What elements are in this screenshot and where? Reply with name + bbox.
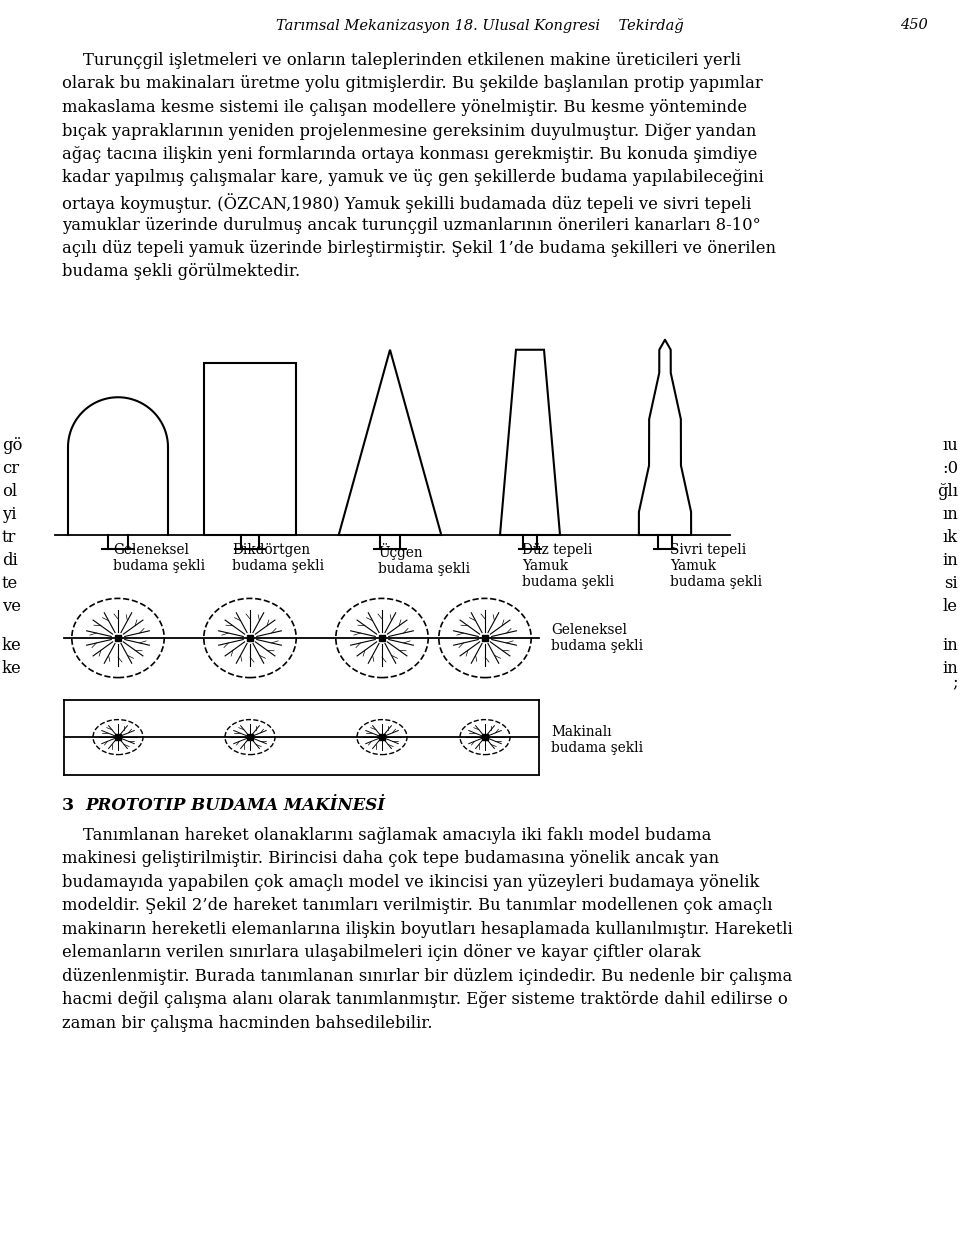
Text: düzenlenmiştir. Burada tanımlanan sınırlar bir düzlem içindedir. Bu nedenle bir : düzenlenmiştir. Burada tanımlanan sınırl… <box>62 968 792 984</box>
Text: ın: ın <box>943 506 958 522</box>
Text: elemanların verilen sınırlara ulaşabilmeleri için döner ve kayar çiftler olarak: elemanların verilen sınırlara ulaşabilme… <box>62 944 701 962</box>
Text: budama şekli görülmektedir.: budama şekli görülmektedir. <box>62 264 300 280</box>
Text: in: in <box>943 637 958 654</box>
Text: ıu: ıu <box>943 437 958 454</box>
Text: Geleneksel
budama şekli: Geleneksel budama şekli <box>113 542 205 573</box>
Text: açılı düz tepeli yamuk üzerinde birleştirmiştir. Şekil 1’de budama şekilleri ve : açılı düz tepeli yamuk üzerinde birleşti… <box>62 240 776 258</box>
Text: cr: cr <box>2 460 19 476</box>
Text: Tarımsal Mekanizasyon 18. Ulusal Kongresi    Tekirdağ: Tarımsal Mekanizasyon 18. Ulusal Kongres… <box>276 17 684 34</box>
Text: Geleneksel
budama şekli: Geleneksel budama şekli <box>551 623 643 653</box>
Text: Dikdörtgen
budama şekli: Dikdörtgen budama şekli <box>232 542 324 573</box>
Text: Tanımlanan hareket olanaklarını sağlamak amacıyla iki faklı model budama: Tanımlanan hareket olanaklarını sağlamak… <box>62 826 711 843</box>
Text: kadar yapılmış çalışmalar kare, yamuk ve üç gen şekillerde budama yapılabileceği: kadar yapılmış çalışmalar kare, yamuk ve… <box>62 169 764 187</box>
Text: Makinalı
budama şekli: Makinalı budama şekli <box>551 725 643 755</box>
Text: si: si <box>945 575 958 592</box>
Text: 3: 3 <box>62 796 74 814</box>
Text: Sivri tepeli
Yamuk
budama şekli: Sivri tepeli Yamuk budama şekli <box>670 542 762 590</box>
Text: ve: ve <box>2 598 21 615</box>
Text: ağaç tacına ilişkin yeni formlarında ortaya konması gerekmiştir. Bu konuda şimdi: ağaç tacına ilişkin yeni formlarında ort… <box>62 146 757 163</box>
Text: tr: tr <box>2 529 16 546</box>
Text: yi: yi <box>2 506 16 522</box>
Text: di: di <box>2 552 17 569</box>
Text: le: le <box>943 598 958 615</box>
Text: ık: ık <box>943 529 958 546</box>
Text: olarak bu makinaları üretme yolu gitmişlerdir. Bu şekilde başlanılan protip yapı: olarak bu makinaları üretme yolu gitmişl… <box>62 76 763 92</box>
Text: yamuklar üzerinde durulmuş ancak turunçgil uzmanlarının önerileri kanarları 8-10: yamuklar üzerinde durulmuş ancak turunçg… <box>62 216 760 234</box>
Text: :0: :0 <box>942 460 958 476</box>
Text: ğlı: ğlı <box>937 483 958 500</box>
Text: in: in <box>943 661 958 677</box>
Text: bıçak yapraklarının yeniden projelenmesine gereksinim duyulmuştur. Diğer yandan: bıçak yapraklarının yeniden projelenmesi… <box>62 122 756 139</box>
Text: hacmi değil çalışma alanı olarak tanımlanmıştır. Eğer sisteme traktörde dahil ed: hacmi değil çalışma alanı olarak tanımla… <box>62 991 788 1008</box>
Text: budamayıda yapabilen çok amaçlı model ve ikincisi yan yüzeyleri budamaya yönelik: budamayıda yapabilen çok amaçlı model ve… <box>62 873 759 891</box>
Text: ol: ol <box>2 483 17 500</box>
Text: te: te <box>2 575 18 592</box>
Text: ;: ; <box>952 673 958 690</box>
Text: Üçgen
budama şekli: Üçgen budama şekli <box>378 542 470 576</box>
Text: PROTOTIP BUDAMA MAKİNESİ: PROTOTIP BUDAMA MAKİNESİ <box>85 796 385 814</box>
Text: ke: ke <box>2 637 22 654</box>
Text: ortaya koymuştur. (ÖZCAN,1980) Yamuk şekilli budamada düz tepeli ve sivri tepeli: ortaya koymuştur. (ÖZCAN,1980) Yamuk şek… <box>62 193 752 213</box>
Text: in: in <box>943 552 958 569</box>
Text: modeldir. Şekil 2’de hareket tanımları verilmiştir. Bu tanımlar modellenen çok a: modeldir. Şekil 2’de hareket tanımları v… <box>62 897 773 914</box>
Text: Turunçgil işletmeleri ve onların taleplerinden etkilenen makine üreticileri yerl: Turunçgil işletmeleri ve onların taleple… <box>62 52 741 68</box>
Text: gö: gö <box>2 437 22 454</box>
Text: zaman bir çalışma hacminden bahsedilebilir.: zaman bir çalışma hacminden bahsedilebil… <box>62 1015 433 1031</box>
Text: makinesi geliştirilmiştir. Birincisi daha çok tepe budamasına yönelik ancak yan: makinesi geliştirilmiştir. Birincisi dah… <box>62 850 719 867</box>
Text: makinarın hereketli elemanlarına ilişkin boyutları hesaplamada kullanılmıştır. H: makinarın hereketli elemanlarına ilişkin… <box>62 921 793 938</box>
Text: makaslama kesme sistemi ile çalışan modellere yönelmiştir. Bu kesme yönteminde: makaslama kesme sistemi ile çalışan mode… <box>62 100 747 116</box>
Text: Düz tepeli
Yamuk
budama şekli: Düz tepeli Yamuk budama şekli <box>522 542 614 590</box>
Text: ke: ke <box>2 661 22 677</box>
Text: 450: 450 <box>900 17 928 32</box>
